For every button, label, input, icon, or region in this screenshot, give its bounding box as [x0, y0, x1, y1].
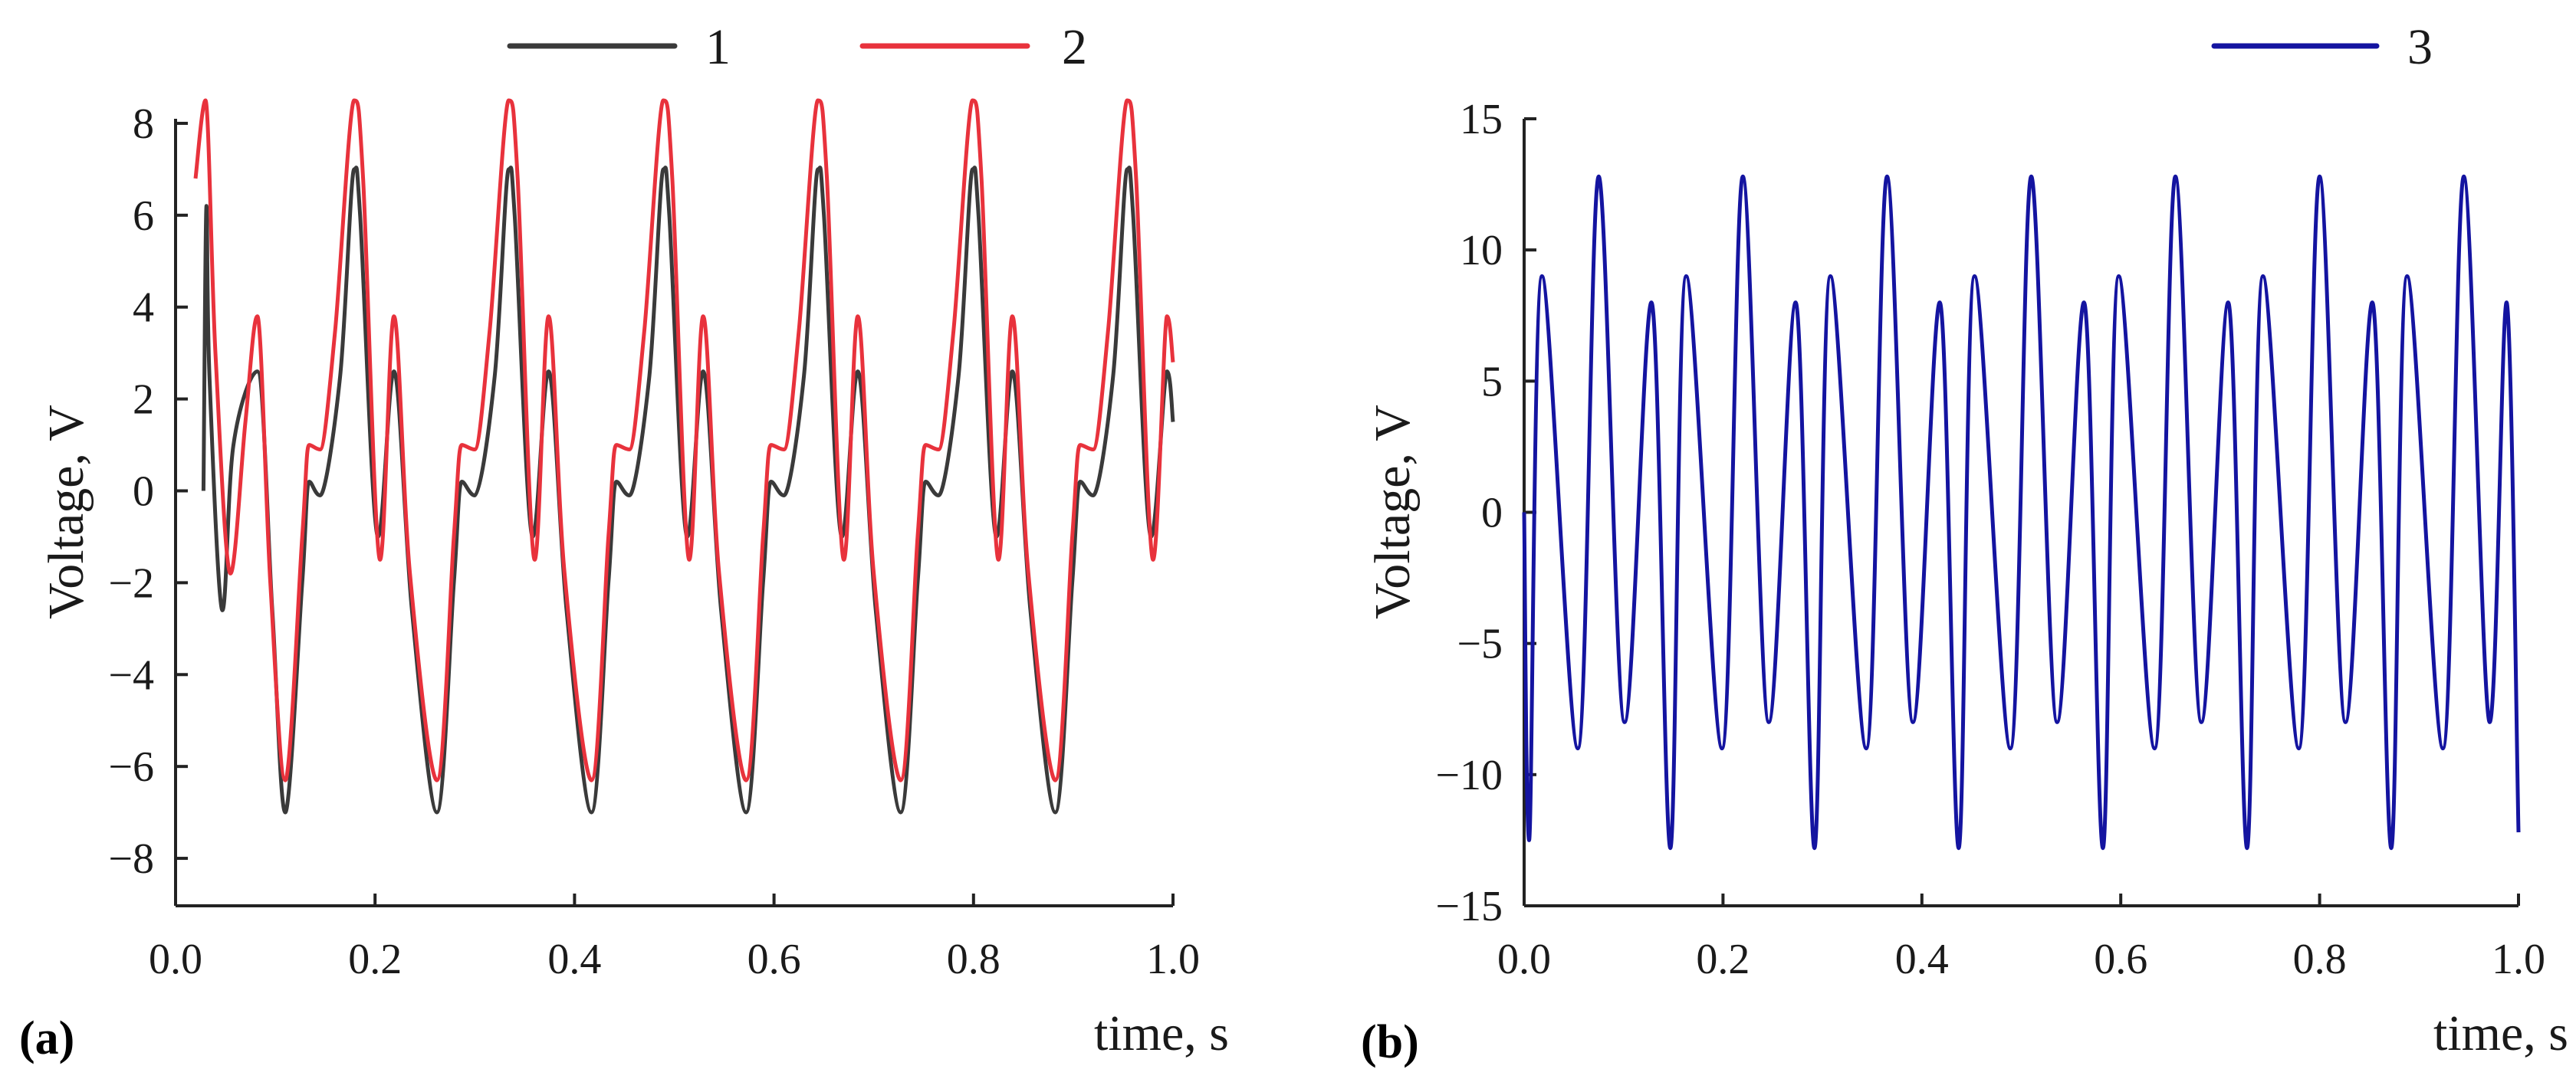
series-3-line — [1522, 174, 2521, 851]
panel-label-b: (b) — [1361, 1016, 1419, 1068]
x-tick-label: 0.2 — [1696, 936, 1750, 983]
panel-label-a: (a) — [19, 1012, 74, 1064]
x-tick-label: 1.0 — [2492, 936, 2545, 983]
x-tick-label: 0.8 — [947, 936, 1001, 983]
y-tick-label: −6 — [108, 743, 154, 791]
y-axis-title-a: Voltage, V — [38, 405, 94, 619]
x-tick-label: 0.4 — [547, 936, 601, 983]
x-ticks-b: 0.0 0.2 0.4 0.6 0.8 1.0 — [1497, 894, 2545, 983]
y-tick-label: −8 — [108, 835, 154, 883]
x-tick-label: 0.4 — [1895, 936, 1949, 983]
y-tick-label: 6 — [133, 192, 154, 240]
legend-b: 3 — [2211, 19, 2433, 75]
y-tick-label: −10 — [1435, 752, 1503, 799]
x-axis-title-b: time, s — [2433, 1005, 2568, 1061]
x-tick-label: 0.0 — [149, 936, 202, 983]
legend-a: 1 2 — [507, 19, 1087, 75]
x-axis-title-a: time, s — [1094, 1005, 1229, 1061]
x-tick-label: 0.8 — [2293, 936, 2347, 983]
x-tick-label: 1.0 — [1146, 936, 1200, 983]
y-tick-label: 0 — [133, 468, 154, 516]
y-tick-label: 15 — [1460, 96, 1503, 143]
y-tick-label: 5 — [1481, 358, 1503, 405]
panel-a: 1 2 −8 −6 −4 −2 0 2 4 6 8 0.0 0.2 0.4 0.6 0.8 1.0 Vol… — [19, 19, 1229, 1064]
y-tick-label: 8 — [133, 100, 154, 148]
y-tick-label: −15 — [1435, 883, 1503, 930]
x-tick-label: 0.2 — [348, 936, 402, 983]
series-2-line — [193, 98, 1175, 782]
panel-b: 3 −15 −10 −5 0 5 10 15 0.0 0.2 0.4 0.6 0.8 1.0 Volt… — [1361, 19, 2568, 1068]
legend-label-series-3: 3 — [2407, 19, 2433, 75]
y-tick-label: −2 — [108, 559, 154, 607]
y-ticks-b: −15 −10 −5 0 5 10 15 — [1435, 96, 1536, 930]
x-ticks-a: 0.0 0.2 0.4 0.6 0.8 1.0 — [149, 894, 1200, 983]
legend-label-series-2: 2 — [1062, 19, 1087, 75]
x-tick-label: 0.0 — [1497, 936, 1551, 983]
y-tick-label: 4 — [133, 284, 154, 332]
y-tick-label: 10 — [1460, 227, 1503, 274]
y-tick-label: −4 — [108, 651, 154, 699]
y-axis-title-b: Voltage, V — [1365, 405, 1421, 619]
y-tick-label: 2 — [133, 376, 154, 424]
y-tick-label: 0 — [1481, 490, 1503, 537]
series-1-line — [201, 166, 1175, 815]
x-tick-label: 0.6 — [748, 936, 801, 983]
y-tick-label: −5 — [1457, 621, 1503, 668]
x-tick-label: 0.6 — [2094, 936, 2147, 983]
legend-label-series-1: 1 — [705, 19, 731, 75]
y-ticks-a: −8 −6 −4 −2 0 2 4 6 8 — [108, 100, 188, 883]
